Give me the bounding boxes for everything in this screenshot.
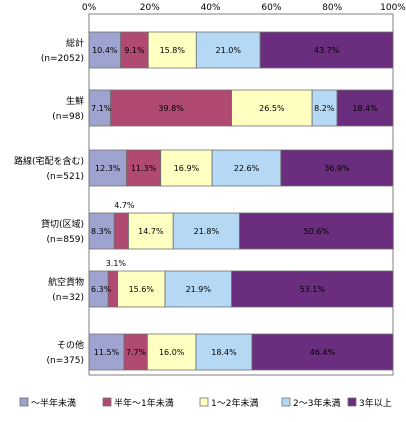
bar-segment (251, 333, 394, 371)
data-label: 16.0% (159, 348, 185, 357)
data-label: 26.5% (259, 104, 285, 113)
bar-segment (211, 149, 282, 187)
data-label: 12.3% (95, 164, 121, 173)
bar-segment (259, 31, 394, 69)
category-count-label: (n=32) (52, 293, 84, 303)
data-label: 36.9% (324, 164, 350, 173)
data-label: 43.7% (314, 46, 340, 55)
x-tick-label: 40% (201, 3, 221, 13)
data-label: 21.0% (216, 46, 242, 55)
legend-label: 3年以上 (359, 397, 392, 409)
category-count-label: (n=375) (47, 356, 84, 366)
bar-segment (88, 212, 115, 250)
data-label: 18.4% (352, 104, 378, 113)
legend-swatch (347, 397, 357, 407)
category-count-label: (n=859) (47, 235, 84, 245)
bar-segment (128, 212, 174, 250)
bar-segment (239, 212, 394, 250)
data-label: 16.9% (174, 164, 200, 173)
data-label: 3.1% (106, 259, 127, 268)
bar-segment (120, 31, 149, 69)
data-label: 8.3% (91, 227, 112, 236)
data-label: 6.3% (91, 285, 112, 294)
legend-label: 1～2年未満 (211, 397, 258, 409)
data-label: 11.3% (131, 164, 157, 173)
bar-segment (110, 89, 232, 127)
legend-swatch (199, 397, 209, 407)
bar-segment (231, 89, 313, 127)
category-label: 路線(宅配を含む) (14, 155, 84, 167)
data-label: 11.5% (94, 348, 120, 357)
bar-segment (113, 212, 129, 250)
legend-label: 半年～1年未満 (114, 397, 174, 409)
bar-segment (231, 270, 394, 308)
bar-segment (311, 89, 338, 127)
data-label: 15.8% (160, 46, 186, 55)
bar-segment (160, 149, 213, 187)
category-label: 総計 (66, 37, 84, 49)
data-label: 21.9% (186, 285, 212, 294)
category-label: その他 (57, 339, 84, 351)
category-count-label: (n=521) (47, 172, 84, 182)
bar-segment (88, 333, 125, 371)
bar-segment (280, 149, 394, 187)
data-label: 8.2% (314, 104, 335, 113)
category-label: 生鮮 (66, 95, 84, 107)
bar-segment (88, 31, 122, 69)
bar-segment (117, 270, 166, 308)
data-label: 21.8% (194, 227, 220, 236)
bar-segment (125, 149, 162, 187)
data-label: 18.4% (211, 348, 237, 357)
x-tick-label: 0% (82, 3, 97, 13)
x-tick-label: 20% (140, 3, 160, 13)
x-tick-label: 60% (261, 3, 281, 13)
data-label: 4.7% (114, 201, 135, 210)
plot-frame (88, 13, 394, 376)
legend-swatch (19, 397, 29, 407)
bar-segment (172, 212, 240, 250)
data-label: 22.6% (234, 164, 260, 173)
category-count-label: (n=98) (52, 112, 84, 122)
x-tick-label: 80% (322, 3, 342, 13)
data-label: 39.8% (158, 104, 184, 113)
bar-segment (195, 31, 261, 69)
data-label: 46.4% (310, 348, 336, 357)
category-label: 貸切(区域) (41, 218, 84, 230)
legend-label: 2～3年未満 (293, 397, 340, 409)
legend-swatch (102, 397, 112, 407)
data-label: 53.1% (300, 285, 326, 294)
data-label: 10.4% (92, 46, 118, 55)
data-label: 14.7% (138, 227, 164, 236)
bar-segment (195, 333, 253, 371)
bar-segment (336, 89, 394, 127)
data-label: 50.6% (304, 227, 330, 236)
data-label: 9.1% (124, 46, 145, 55)
category-count-label: (n=2052) (41, 54, 84, 64)
data-label: 7.7% (126, 348, 147, 357)
legend-swatch (281, 397, 291, 407)
data-label: 7.1% (91, 104, 112, 113)
data-label: 15.6% (129, 285, 155, 294)
legend-label: ～半年未満 (31, 397, 76, 409)
x-tick-label: 100% (380, 3, 406, 13)
category-label: 航空貨物 (48, 276, 84, 288)
